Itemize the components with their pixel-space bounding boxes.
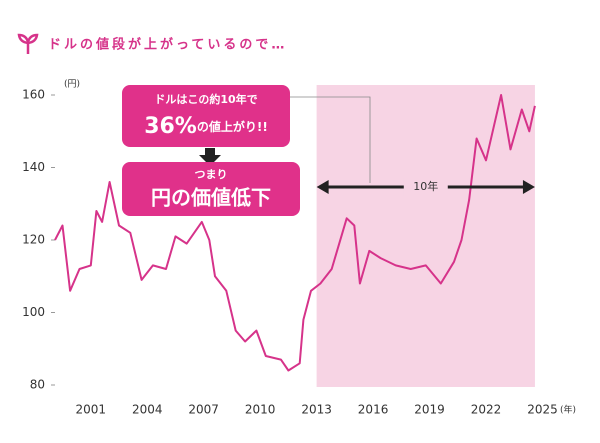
plot-layer [54,94,536,372]
y-tick-label: 160 [22,88,45,102]
arrow-head [522,180,535,194]
annotations: ドルはこの約10年で 36%の値上がり!! つまり 円の価値低下 10年 [122,85,535,216]
data-line [54,94,536,372]
connector [290,96,371,183]
x-tick-label: 2007 [188,403,219,417]
x-tick-label: 2001 [75,403,106,417]
x-tick-label: 2019 [414,403,445,417]
x-tick-label: 2013 [301,403,332,417]
annotation-box [122,162,300,216]
x-unit: (年) [560,404,576,416]
annotation-rest: の値上がり!! [197,119,268,134]
highlight-region [316,85,535,387]
y-tick-label: 120 [22,233,45,247]
down-arrow [199,148,221,166]
x-tick-label: 2016 [358,403,389,417]
annotation-text: 円の価値低下 [151,186,271,210]
x-tick-label: 2022 [471,403,502,417]
annotation-text: 36%の値上がり!! [144,114,268,139]
annotation-big: 36% [144,114,197,139]
background-layer: 80 100 120 140 160 2001 2004 2007 2010 2013 2016 20… [22,85,558,417]
annotation-text: つまり [195,168,228,181]
x-tick-label: 2025 [527,403,558,417]
annotation-text: ドルはこの約10年で [154,92,257,106]
annotation-box [122,85,290,147]
chart-title: ドルの値段が上がっているので… [48,37,287,53]
arrow-label: 10年 [413,179,438,193]
y-tick-label: 140 [22,160,45,174]
y-tick-label: 100 [22,305,45,319]
x-tick-label: 2010 [245,403,276,417]
sprout-icon [17,33,39,54]
arrow-label-bg [403,178,448,196]
y-tick-label: 80 [30,378,45,392]
arrow-head [316,180,329,194]
x-tick-label: 2004 [132,403,163,417]
y-unit: (円) [64,79,80,90]
